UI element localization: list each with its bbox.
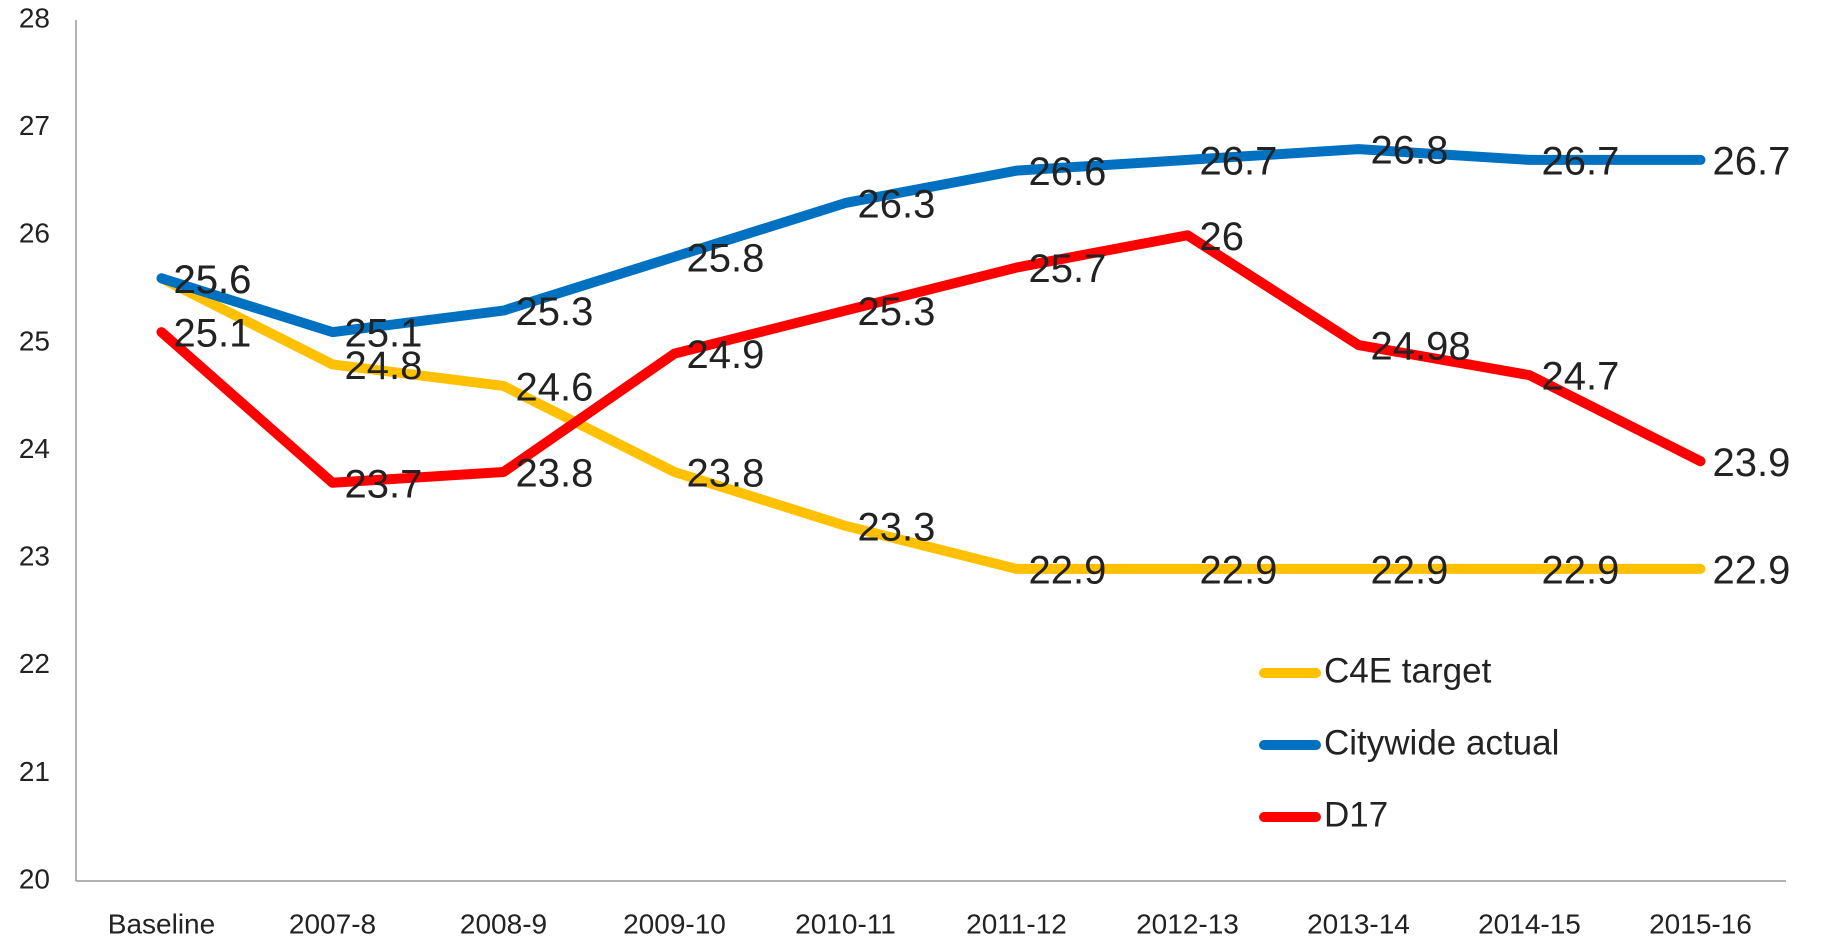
legend-label: C4E target — [1324, 651, 1492, 690]
x-tick-label: 2010-11 — [795, 908, 896, 939]
y-tick-label: 23 — [19, 541, 50, 572]
data-label: 22.9 — [1713, 548, 1791, 592]
x-tick-label: 2012-13 — [1136, 908, 1239, 939]
data-label: 24.6 — [516, 365, 594, 409]
data-label: 25.3 — [858, 290, 936, 334]
y-tick-label: 21 — [19, 756, 50, 787]
y-tick-label: 28 — [19, 2, 50, 33]
data-label: 25.6 — [174, 258, 252, 302]
x-tick-label: 2007-8 — [289, 908, 376, 939]
data-label: 22.9 — [1200, 548, 1278, 592]
x-tick-label: 2008-9 — [460, 908, 547, 939]
data-label: 26.6 — [1029, 150, 1107, 194]
y-tick-label: 27 — [19, 110, 50, 141]
data-label: 26.7 — [1542, 139, 1620, 183]
data-label: 25.6 — [174, 258, 252, 302]
data-label: 26.7 — [1200, 139, 1278, 183]
data-label: 23.3 — [858, 505, 936, 549]
data-label: 24.8 — [345, 344, 423, 388]
x-tick-label: 2014-15 — [1478, 908, 1581, 939]
legend-label: D17 — [1324, 795, 1388, 834]
data-label: 25.7 — [1029, 247, 1107, 291]
data-label: 25.3 — [516, 290, 594, 334]
data-label: 25.1 — [345, 312, 423, 356]
data-label: 23.9 — [1713, 441, 1791, 485]
data-label: 22.9 — [1542, 548, 1620, 592]
data-label: 22.9 — [1029, 548, 1107, 592]
data-label: 26.8 — [1371, 129, 1449, 173]
series-line — [156, 230, 1706, 488]
y-tick-label: 26 — [19, 218, 50, 249]
data-label: 23.8 — [516, 452, 594, 496]
data-label: 26.3 — [858, 183, 936, 227]
x-tick-label: Baseline — [108, 908, 215, 939]
x-tick-label: 2011-12 — [966, 908, 1067, 939]
data-label: 23.7 — [345, 462, 423, 506]
data-label: 24.7 — [1542, 355, 1620, 399]
y-tick-label: 22 — [19, 648, 50, 679]
data-label: 26 — [1200, 215, 1245, 259]
x-tick-label: 2015-16 — [1649, 908, 1752, 939]
legend-label: Citywide actual — [1324, 723, 1559, 762]
data-label: 22.9 — [1371, 548, 1449, 592]
data-label: 26.7 — [1713, 139, 1791, 183]
data-label: 23.8 — [687, 452, 765, 496]
data-label: 24.9 — [687, 333, 765, 377]
x-tick-label: 2009-10 — [623, 908, 726, 939]
data-label: 25.8 — [687, 236, 765, 280]
y-tick-label: 20 — [19, 863, 50, 894]
y-tick-label: 25 — [19, 325, 50, 356]
x-tick-label: 2013-14 — [1307, 908, 1410, 939]
series-line — [156, 144, 1706, 338]
y-tick-label: 24 — [19, 433, 50, 464]
data-label: 24.98 — [1371, 325, 1471, 369]
series-line — [156, 273, 1706, 574]
data-label: 25.1 — [174, 312, 252, 356]
